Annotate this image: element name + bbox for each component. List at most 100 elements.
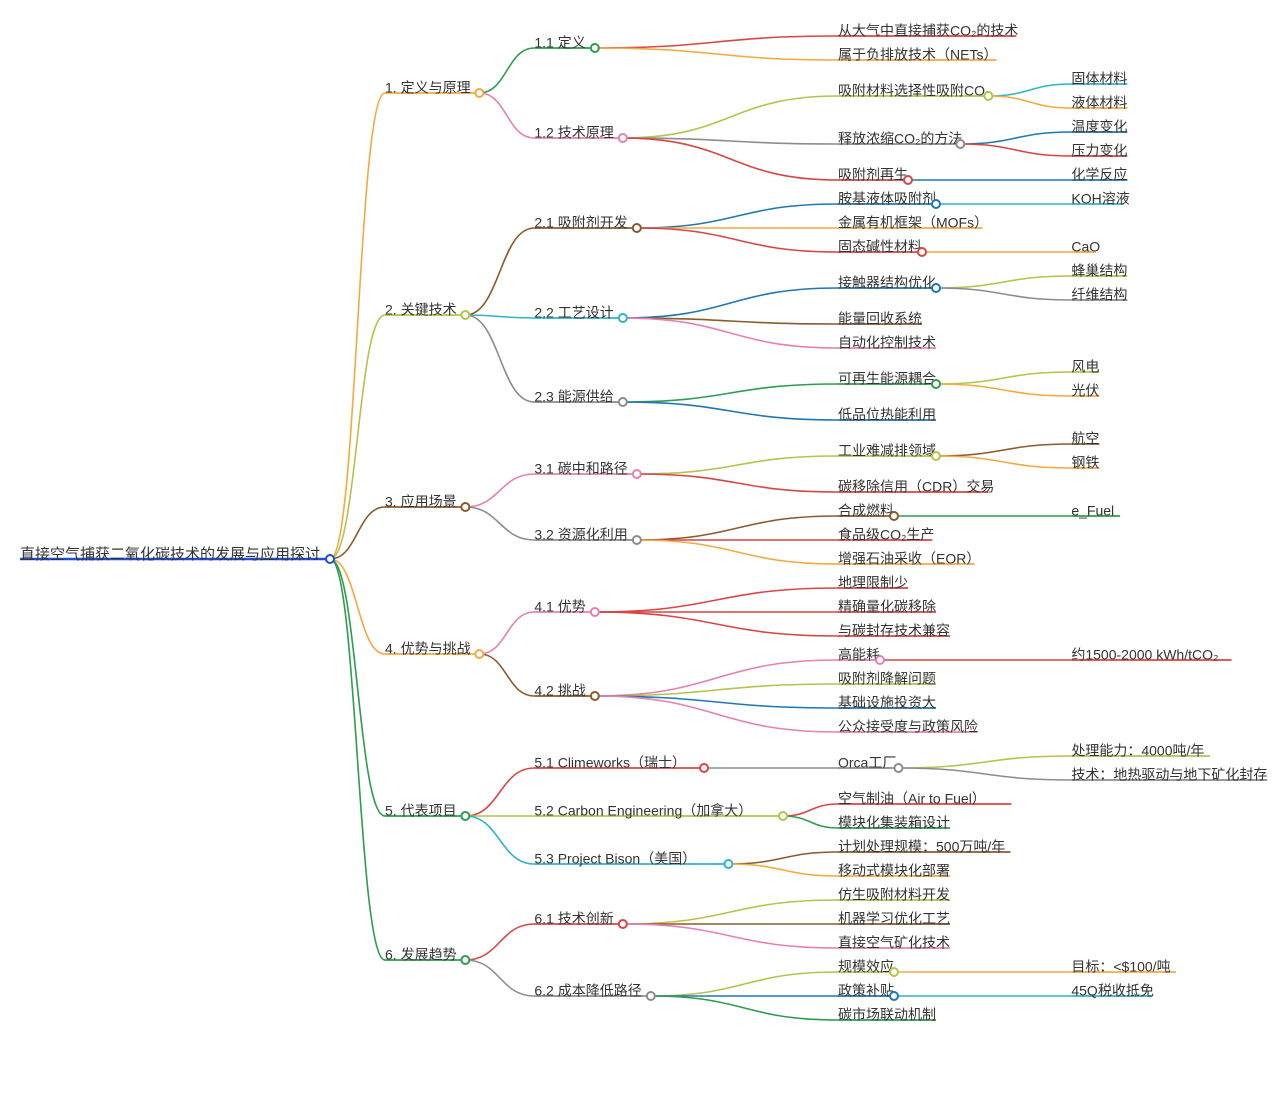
- branch-dot: [890, 968, 898, 976]
- branch-link: [637, 516, 838, 540]
- node-label: Orca工厂: [838, 755, 896, 771]
- branch-link: [595, 48, 838, 60]
- branch-dot: [904, 176, 912, 184]
- branch-dot: [894, 764, 902, 772]
- node-label: 吸附材料选择性吸附CO₂: [838, 83, 990, 99]
- node-label: 固态碱性材料: [838, 239, 922, 255]
- node-label: 金属有机框架（MOFs）: [838, 215, 988, 231]
- node-label: 5. 代表项目: [385, 803, 457, 819]
- branch-dot: [461, 956, 469, 964]
- node-label: 精确量化碳移除: [838, 599, 936, 615]
- branch-dot: [700, 764, 708, 772]
- branch-link: [623, 288, 838, 318]
- root-label: 直接空气捕获二氧化碳技术的发展与应用探讨: [20, 545, 320, 563]
- node-label: 胺基液体吸附剂: [838, 191, 936, 207]
- node-label: 4.2 挑战: [534, 683, 585, 699]
- node-label: 6.1 技术创新: [534, 911, 613, 927]
- node-label: 2.1 吸附剂开发: [534, 215, 627, 231]
- node-label: 从大气中直接捕获CO₂的技术: [838, 23, 1018, 39]
- node-label: 与碳封存技术兼容: [838, 623, 950, 639]
- branch-dot: [932, 200, 940, 208]
- node-label: 能量回收系统: [838, 311, 922, 327]
- node-label: 自动化控制技术: [838, 335, 936, 351]
- node-label: KOH溶液: [1071, 191, 1129, 207]
- node-label: e_Fuel: [1071, 503, 1114, 519]
- node-label: 1.1 定义: [534, 35, 585, 51]
- branch-link: [728, 864, 838, 876]
- node-label: 2. 关键技术: [385, 302, 457, 318]
- nodes-layer: 直接空气捕获二氧化碳技术的发展与应用探讨 1. 定义与原理 1.1 定义 从大气中直接…: [20, 23, 1267, 1023]
- node-label: 温度变化: [1071, 119, 1127, 135]
- node-label: 钢铁: [1071, 455, 1099, 471]
- branch-dot: [932, 452, 940, 460]
- node-label: 空气制油（Air to Fuel）: [838, 791, 986, 807]
- branch-dot: [876, 656, 884, 664]
- branch-link: [988, 84, 1071, 96]
- branch-link: [637, 228, 838, 252]
- node-label: 压力变化: [1071, 143, 1127, 159]
- node-label: 模块化集装箱设计: [838, 815, 950, 831]
- branch-link: [651, 972, 838, 996]
- node-label: 5.1 Climeworks（瑞士）: [534, 755, 686, 771]
- branch-dot: [932, 284, 940, 292]
- branch-dot: [475, 89, 483, 97]
- branch-dot: [591, 44, 599, 52]
- branch-dot: [956, 140, 964, 148]
- branch-link: [623, 900, 838, 924]
- branch-link: [783, 804, 838, 816]
- node-label: 释放浓缩CO₂的方法: [838, 131, 962, 147]
- node-label: 吸附剂降解问题: [838, 671, 936, 687]
- branch-dot: [647, 992, 655, 1000]
- branch-link: [623, 402, 838, 420]
- node-label: 化学反应: [1071, 167, 1127, 183]
- node-label: 目标：<$100/吨: [1071, 959, 1170, 975]
- node-label: 纤维结构: [1071, 287, 1127, 303]
- node-label: 低品位热能利用: [838, 407, 936, 423]
- branch-dot: [619, 314, 627, 322]
- branch-dot: [591, 608, 599, 616]
- branch-link: [623, 924, 838, 948]
- branch-link: [479, 48, 534, 93]
- branch-link: [783, 816, 838, 828]
- node-label: 4.1 优势: [534, 599, 585, 615]
- branch-dot: [984, 92, 992, 100]
- node-label: 仿生吸附材料开发: [838, 887, 950, 903]
- branch-dot: [461, 311, 469, 319]
- branch-link: [465, 507, 534, 540]
- node-label: 光伏: [1071, 383, 1099, 399]
- node-label: 碳移除信用（CDR）交易: [838, 479, 994, 495]
- node-label: 2.3 能源供给: [534, 389, 613, 405]
- node-label: 计划处理规模：500万吨/年: [838, 839, 1005, 855]
- branch-dot: [890, 512, 898, 520]
- branch-link: [465, 228, 534, 315]
- branch-dot: [475, 650, 483, 658]
- branch-link: [465, 960, 534, 996]
- branch-link: [479, 93, 534, 138]
- node-label: 航空: [1071, 431, 1099, 447]
- node-label: CaO: [1071, 239, 1100, 255]
- branch-dot: [461, 503, 469, 511]
- branch-link: [960, 144, 1071, 156]
- branch-link: [330, 93, 385, 559]
- branch-dot: [779, 812, 787, 820]
- node-label: 机器学习优化工艺: [838, 911, 950, 927]
- branch-link: [960, 132, 1071, 144]
- node-label: 属于负排放技术（NETs）: [838, 47, 997, 63]
- node-label: 工业难减排领域: [838, 443, 936, 459]
- branch-link: [465, 474, 534, 507]
- node-label: 接触器结构优化: [838, 275, 936, 291]
- branch-link: [465, 816, 534, 864]
- node-label: 增强石油采收（EOR）: [838, 551, 980, 567]
- branch-dot: [932, 380, 940, 388]
- branch-link: [936, 288, 1071, 300]
- branch-dot: [619, 398, 627, 406]
- branch-dot: [633, 536, 641, 544]
- node-label: 1. 定义与原理: [385, 80, 471, 96]
- branch-link: [936, 384, 1071, 396]
- branch-link: [637, 456, 838, 474]
- branch-link: [936, 276, 1071, 288]
- node-label: 蜂巢结构: [1071, 263, 1127, 279]
- branch-link: [988, 96, 1071, 108]
- branch-link: [623, 384, 838, 402]
- node-label: 6.2 成本降低路径: [534, 983, 641, 999]
